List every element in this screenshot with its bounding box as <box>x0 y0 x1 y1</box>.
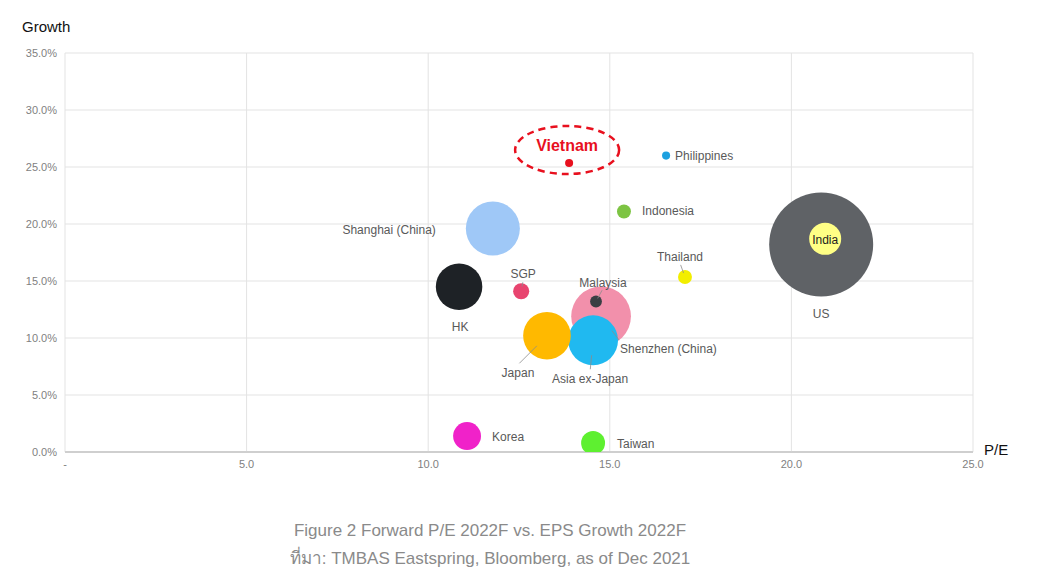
bubble <box>568 315 618 365</box>
x-grid-line <box>973 53 974 452</box>
point-label: Shenzhen (China) <box>620 342 717 356</box>
caption-title: Figure 2 Forward P/E 2022F vs. EPS Growt… <box>294 521 686 540</box>
y-grid-line <box>65 110 973 111</box>
y-tick-label: 5.0% <box>32 389 57 401</box>
highlight-ellipse <box>515 126 619 174</box>
x-axis-title: P/E <box>984 441 1008 458</box>
x-tick-label: 15.0 <box>599 458 620 470</box>
y-axis-title: Growth <box>22 18 70 35</box>
y-tick-label: 20.0% <box>26 218 57 230</box>
point-label: SGP <box>511 267 536 281</box>
point-label: Philippines <box>675 149 733 163</box>
x-tick-label: 5.0 <box>239 458 254 470</box>
bubble <box>769 193 873 297</box>
leader-line <box>519 346 536 363</box>
point-label: Japan <box>502 366 535 380</box>
point-label: Shanghai (China) <box>342 223 435 237</box>
point-label: Asia ex-Japan <box>552 372 628 386</box>
x-axis-line <box>65 452 973 453</box>
bubble <box>678 270 692 284</box>
leader-line <box>681 265 684 273</box>
point-label: Korea <box>492 430 524 444</box>
chart: 0.0% 5.0% 10.0% 15.0% 20.0% 25.0% 30.0% 35.0% - 5… <box>0 0 1038 583</box>
point-label: HK <box>452 320 469 334</box>
bubble <box>581 431 605 452</box>
y-tick-label: 25.0% <box>26 161 57 173</box>
y-tick-label: 15.0% <box>26 275 57 287</box>
x-tick-label: 10.0 <box>417 458 438 470</box>
point-label: India <box>812 233 838 247</box>
point-label: Thailand <box>657 250 703 264</box>
bubble <box>453 422 481 450</box>
y-grid-line <box>65 167 973 168</box>
x-grid-line <box>609 53 610 452</box>
bubble <box>466 202 520 256</box>
x-tick-label: 20.0 <box>781 458 802 470</box>
y-grid-line <box>65 452 973 453</box>
x-grid-line <box>428 53 429 452</box>
bubble <box>565 159 573 167</box>
x-grid-line <box>246 53 247 452</box>
x-tick-label: - <box>63 458 67 470</box>
point-label: Vietnam <box>536 137 598 154</box>
x-tick-label: 25.0 <box>962 458 983 470</box>
y-grid-line <box>65 338 973 339</box>
caption-source: ที่มา: TMBAS Eastspring, Bloomberg, as o… <box>290 546 691 568</box>
leader-line <box>590 355 591 369</box>
bubble <box>809 223 841 255</box>
bubble <box>662 152 670 160</box>
point-label: Taiwan <box>617 437 654 451</box>
bubbles <box>436 152 873 452</box>
y-tick-label: 0.0% <box>32 446 57 458</box>
leader-line <box>612 331 619 341</box>
point-label: Indonesia <box>642 204 694 218</box>
leader-line <box>522 282 524 286</box>
page: {"chart_data": { "type": "bubble", "titl… <box>0 0 1038 583</box>
bubble <box>617 204 631 218</box>
point-label: Malaysia <box>579 276 627 290</box>
y-tick-label: 10.0% <box>26 332 57 344</box>
y-grid-line <box>65 395 973 396</box>
bubble <box>436 263 483 310</box>
grid <box>65 53 973 452</box>
bubble <box>513 283 529 299</box>
labels: Vietnam US India Shanghai (China) HK Shenzhen… <box>342 126 838 451</box>
y-grid-line <box>65 53 973 54</box>
bubble <box>590 296 602 308</box>
leader-line <box>598 290 602 298</box>
x-grid-line <box>65 53 66 452</box>
y-tick-label: 30.0% <box>26 104 57 116</box>
y-tick-label: 35.0% <box>26 47 57 59</box>
point-label: US <box>813 307 830 321</box>
